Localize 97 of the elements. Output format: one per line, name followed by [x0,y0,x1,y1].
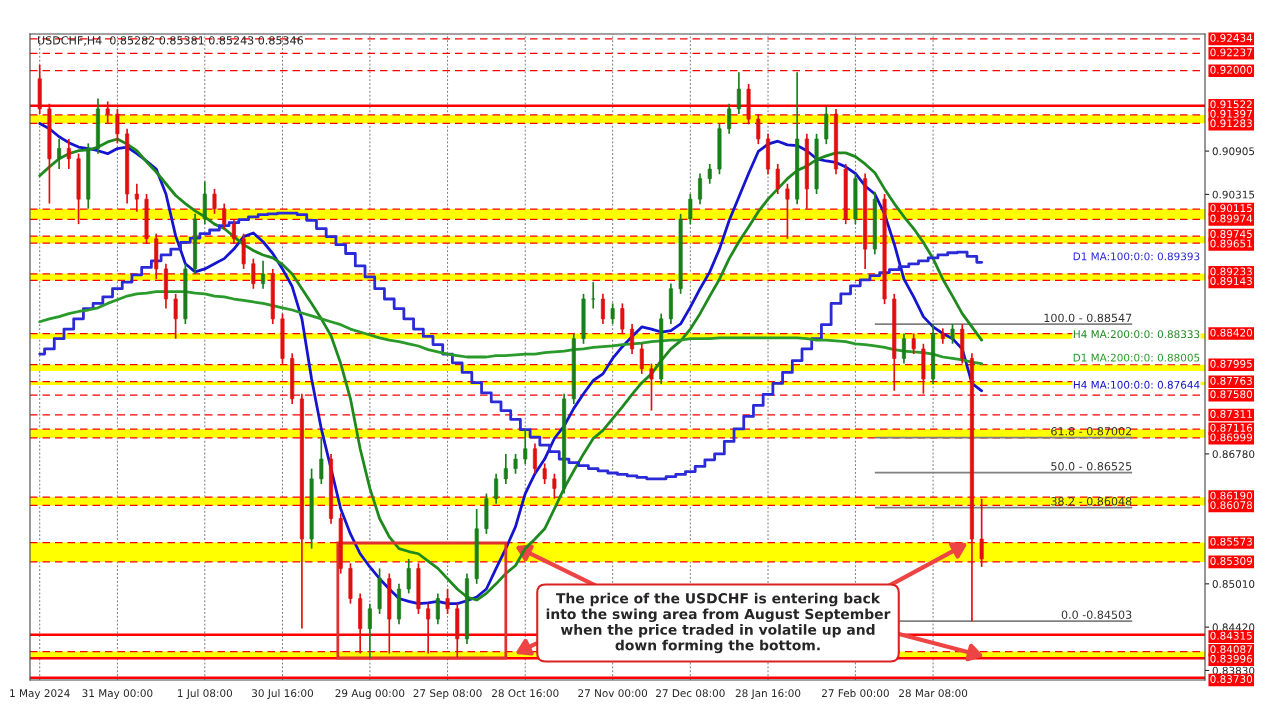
candlestick [173,293,178,340]
y-tick-label: 0.90315 [1212,190,1255,199]
ref-line-label: 0.89974 [1210,214,1253,223]
candlestick [115,108,120,145]
line-series [38,290,984,365]
candlestick [785,182,790,240]
candlestick [950,323,955,345]
candlestick [134,182,139,213]
candlestick [426,602,431,655]
ref-line-label: 0.87311 [1210,410,1252,418]
ref-line-label: 0.91283 [1210,119,1252,128]
text: 61.8 - 0.87002 [1051,427,1132,436]
candlestick [231,218,236,245]
y-tick-label: 0.86780 [1212,450,1255,459]
x-tick-label: 27 Dec 08:00 [656,689,725,698]
candlestick [591,281,596,310]
text: H4 MA:200:0:0: 0.88333 [1073,330,1200,339]
text: D1 MA:200:0:0: 0.88005 [1073,353,1200,362]
y-tick-label: 0.84420 [1212,623,1255,632]
text: D1 MA:100:0:0: 0.89393 [1073,252,1200,261]
candlestick [756,113,761,145]
candlestick [212,188,217,215]
ref-line-label: 0.87995 [1210,359,1252,368]
candlestick [66,138,71,170]
candlestick [105,100,110,125]
candlestick [406,558,411,595]
ref-line-label: 0.89143 [1210,277,1252,285]
candlestick [979,497,984,568]
ref-line-label: 0.90115 [1210,204,1252,213]
candlestick [251,257,256,290]
candlestick [649,362,654,412]
ref-line-label: 0.91397 [1210,109,1252,118]
ref-line-label: 0.92237 [1210,48,1252,57]
candlestick [435,592,440,626]
ref-line-label: 0.87580 [1210,390,1253,399]
ref-line-label: 0.86999 [1210,433,1253,442]
candlestick [630,323,635,355]
ref-line-label: 0.92000 [1210,65,1253,74]
x-tick-label: 30 Jul 16:00 [252,689,314,700]
candlestick [736,71,741,115]
candlestick [610,302,615,325]
x-tick-label: 27 Sep 08:00 [413,689,482,700]
candlestick [261,259,266,290]
candlestick [367,602,372,659]
candlestick [698,172,703,206]
text: 50.0 - 0.86525 [1051,462,1132,471]
x-tick-label: 27 Nov 00:00 [578,689,648,698]
candlestick [222,202,227,231]
x-tick-label: 1 May 2024 [10,689,70,700]
candlestick [775,163,780,195]
candlestick [503,453,508,485]
candlestick [542,462,547,485]
candlestick [707,163,712,185]
ref-line-label: 0.84315 [1210,631,1252,640]
text: 38.2 - 0.86048 [1051,497,1132,506]
ref-line-label: 0.91522 [1210,100,1252,109]
candlestick [513,453,518,475]
ref-line-label: 0.85573 [1210,537,1252,546]
x-tick-label: 27 Feb 00:00 [822,689,889,698]
ref-line-label: 0.89651 [1210,239,1252,248]
annotation: The price of the USDCHF is entering back into the swing area from August September when the price traded in volatile up and down forming the bottom. [546,592,891,654]
ref-line-label: 0.87116 [1210,423,1253,432]
ref-line-label: 0.88420 [1210,328,1253,337]
x-tick-label: 29 Aug 00:00 [335,689,405,700]
candlestick [552,472,557,500]
ref-line-label: 0.83996 [1210,654,1253,663]
x-tick-label: 28 Oct 16:00 [492,689,559,698]
candlestick [319,437,324,485]
candlestick [639,342,644,375]
ref-line-label: 0.87763 [1210,376,1252,385]
ref-line-label: 0.92434 [1210,33,1253,42]
candlestick [600,293,605,325]
x-tick-label: 1 Jul 08:00 [178,689,233,700]
chart-title: USDCHF,H4 0.85282 0.85381 0.85243 0.85346 [38,36,303,46]
ref-line-label: 0.89745 [1210,230,1252,238]
candlestick [523,428,528,466]
candlestick [901,332,906,365]
candlestick [445,588,450,615]
ref-line-label: 0.89233 [1210,267,1252,276]
x-tick-label: 28 Jan 16:00 [735,689,801,700]
y-tick-label: 0.90905 [1212,147,1255,156]
candlestick [727,102,732,135]
ref-line-label: 0.86190 [1210,491,1253,500]
candlestick [688,193,693,225]
x-tick-label: 28 Mar 08:00 [899,689,968,698]
candlestick [494,472,499,505]
text: H4 MA:100:0:0: 0.87644 [1073,380,1200,389]
candlestick [620,302,625,336]
text: 100.0 - 0.88547 [1044,313,1132,323]
x-tick-label: 31 May 00:00 [82,689,153,700]
ref-line-label: 0.85309 [1210,557,1253,565]
ref-line-label: 0.84087 [1210,645,1252,654]
text: 0.0 -0.84503 [1061,610,1132,619]
y-tick-label: 0.85010 [1212,580,1255,588]
ref-line-label: 0.86078 [1210,501,1253,510]
candlestick [532,442,537,475]
candlestick [911,332,916,355]
